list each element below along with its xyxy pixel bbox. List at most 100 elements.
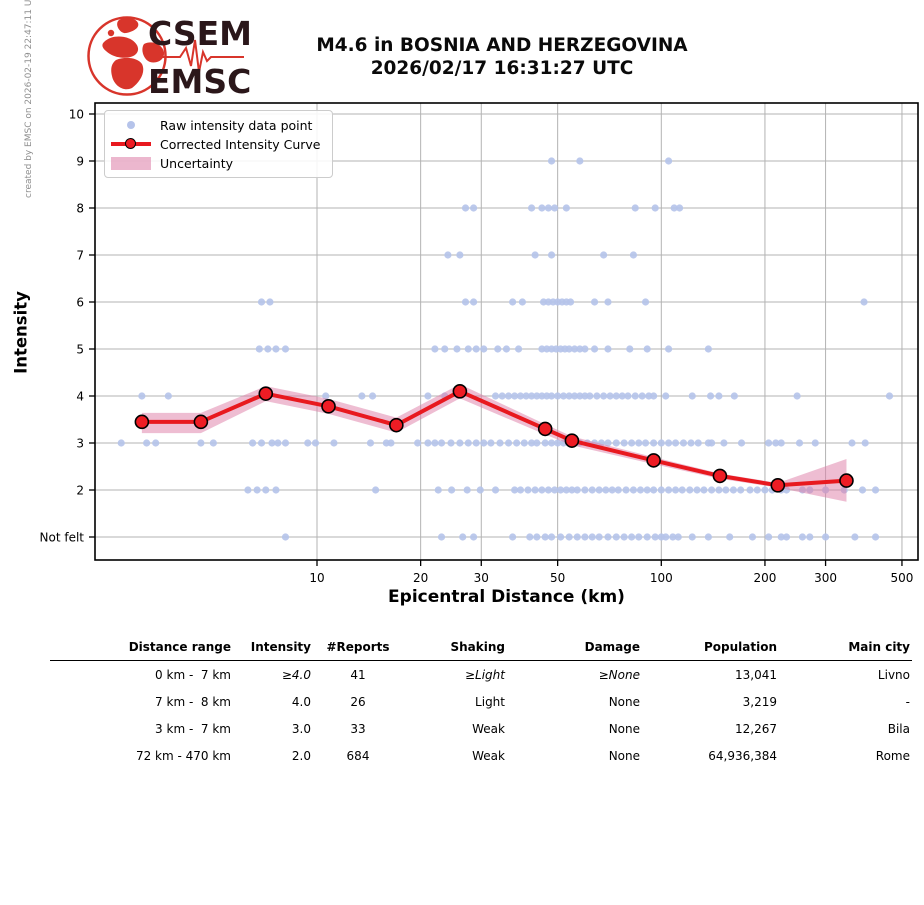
raw-point [461, 204, 470, 212]
raw-point [604, 439, 612, 447]
intensity-chart-area: 10 9 8 7 6 5 4 3 2 Not felt 10 20 30 50 100 200 300 500 [0, 95, 924, 620]
raw-point [635, 533, 643, 541]
raw-point [255, 345, 263, 353]
y-tick-label: 2 [76, 484, 84, 498]
x-tick-label: 10 [309, 571, 324, 585]
raw-point [437, 533, 446, 541]
table-cell: None [608, 748, 640, 763]
raw-point [494, 345, 502, 353]
raw-point [547, 392, 556, 400]
raw-point [463, 486, 471, 494]
raw-point [533, 439, 541, 447]
y-tick-label: 4 [76, 390, 84, 404]
curve-marker [712, 468, 728, 484]
y-tick-label: Not felt [40, 531, 85, 545]
raw-point-icon [111, 117, 151, 133]
raw-point [472, 345, 480, 353]
table-cell: 26 [350, 694, 366, 709]
curve-marker [452, 383, 468, 399]
curve-marker [321, 399, 336, 414]
raw-point [272, 345, 280, 353]
raw-point [366, 439, 375, 447]
curve-marker [193, 414, 209, 430]
raw-point [491, 486, 500, 494]
raw-point [511, 486, 519, 494]
raw-point [441, 345, 449, 353]
raw-point [533, 533, 541, 541]
raw-point [586, 392, 594, 400]
raw-point [694, 439, 702, 447]
raw-point [447, 439, 455, 447]
table-cell: 41 [350, 667, 366, 682]
raw-point [464, 439, 472, 447]
raw-point [602, 486, 610, 494]
raw-point [871, 486, 880, 494]
raw-point [527, 204, 536, 212]
y-tick-label: 6 [76, 296, 84, 310]
raw-point [244, 486, 252, 494]
raw-point [604, 345, 612, 353]
raw-point [590, 298, 599, 306]
table-cell: Light [475, 694, 505, 709]
curve-marker [389, 417, 404, 433]
raw-point [522, 392, 530, 400]
raw-point [547, 533, 556, 541]
raw-point [581, 486, 589, 494]
x-axis-title: Epicentral Distance (km) [388, 587, 625, 607]
raw-point [737, 439, 746, 447]
corrected-curve [141, 389, 847, 488]
raw-point [708, 439, 716, 447]
raw-point [547, 439, 556, 447]
raw-point [730, 392, 738, 400]
col-distance-range: Distance range [50, 637, 233, 661]
raw-point [470, 533, 478, 541]
seismogram-icon [146, 39, 244, 73]
raw-point [670, 204, 678, 212]
raw-point [511, 392, 519, 400]
y-tick-label: 10 [69, 108, 84, 122]
raw-point [606, 392, 614, 400]
raw-point [885, 392, 894, 400]
raw-point [720, 439, 728, 447]
table-cell: 4.0 [291, 694, 311, 709]
raw-point [679, 439, 688, 447]
raw-point [631, 204, 639, 212]
raw-point [514, 345, 523, 353]
raw-point [678, 486, 686, 494]
raw-point [470, 298, 478, 306]
x-tick-label: 200 [753, 571, 776, 585]
table-cell: 0 km - 7 km [155, 667, 231, 682]
raw-point [527, 439, 536, 447]
raw-point [700, 486, 708, 494]
raw-point [662, 533, 670, 541]
raw-point [806, 533, 814, 541]
raw-point [414, 439, 422, 447]
table-cell: Livno [877, 667, 910, 682]
raw-point [643, 533, 651, 541]
raw-point [600, 392, 608, 400]
raw-point [533, 392, 541, 400]
raw-point [593, 392, 601, 400]
raw-point [643, 486, 651, 494]
raw-point [798, 533, 807, 541]
raw-point [650, 392, 658, 400]
raw-point [662, 392, 670, 400]
raw-point [264, 345, 272, 353]
raw-point [643, 345, 651, 353]
x-tick-label: 100 [650, 571, 673, 585]
raw-point [651, 533, 659, 541]
raw-point [624, 392, 632, 400]
legend-item-raw: Raw intensity data point [111, 116, 324, 134]
raw-point [504, 439, 513, 447]
raw-point [262, 486, 270, 494]
raw-point [502, 345, 511, 353]
raw-point [311, 439, 320, 447]
raw-point [650, 486, 658, 494]
y-tick-label: 3 [76, 437, 84, 451]
raw-point [143, 439, 151, 447]
table-cell: Weak [472, 721, 505, 736]
raw-point [248, 439, 257, 447]
raw-point [628, 533, 636, 541]
raw-point [628, 439, 636, 447]
